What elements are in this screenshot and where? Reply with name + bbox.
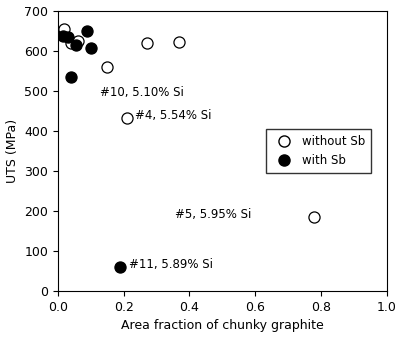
Point [84,28,90,33]
Point [117,264,123,270]
Legend: without Sb, with Sb: without Sb, with Sb [265,129,370,173]
Text: #11, 5.89% Si: #11, 5.89% Si [128,258,212,271]
Point [61,26,67,31]
Point [68,74,74,79]
Point [73,42,79,47]
Point [64,34,71,39]
Point [310,214,317,220]
Point [74,38,81,43]
X-axis label: Area fraction of chunky graphite: Area fraction of chunky graphite [120,319,323,333]
Point [104,65,110,70]
Point [68,40,74,45]
Point [143,41,150,46]
Text: #5, 5.95% Si: #5, 5.95% Si [175,208,251,221]
Point [124,115,130,121]
Point [176,39,182,45]
Text: #10, 5.10% Si: #10, 5.10% Si [100,86,184,99]
Point [59,33,66,39]
Y-axis label: UTS (MPa): UTS (MPa) [6,119,18,183]
Point [87,45,94,51]
Text: #4, 5.54% Si: #4, 5.54% Si [135,109,211,122]
